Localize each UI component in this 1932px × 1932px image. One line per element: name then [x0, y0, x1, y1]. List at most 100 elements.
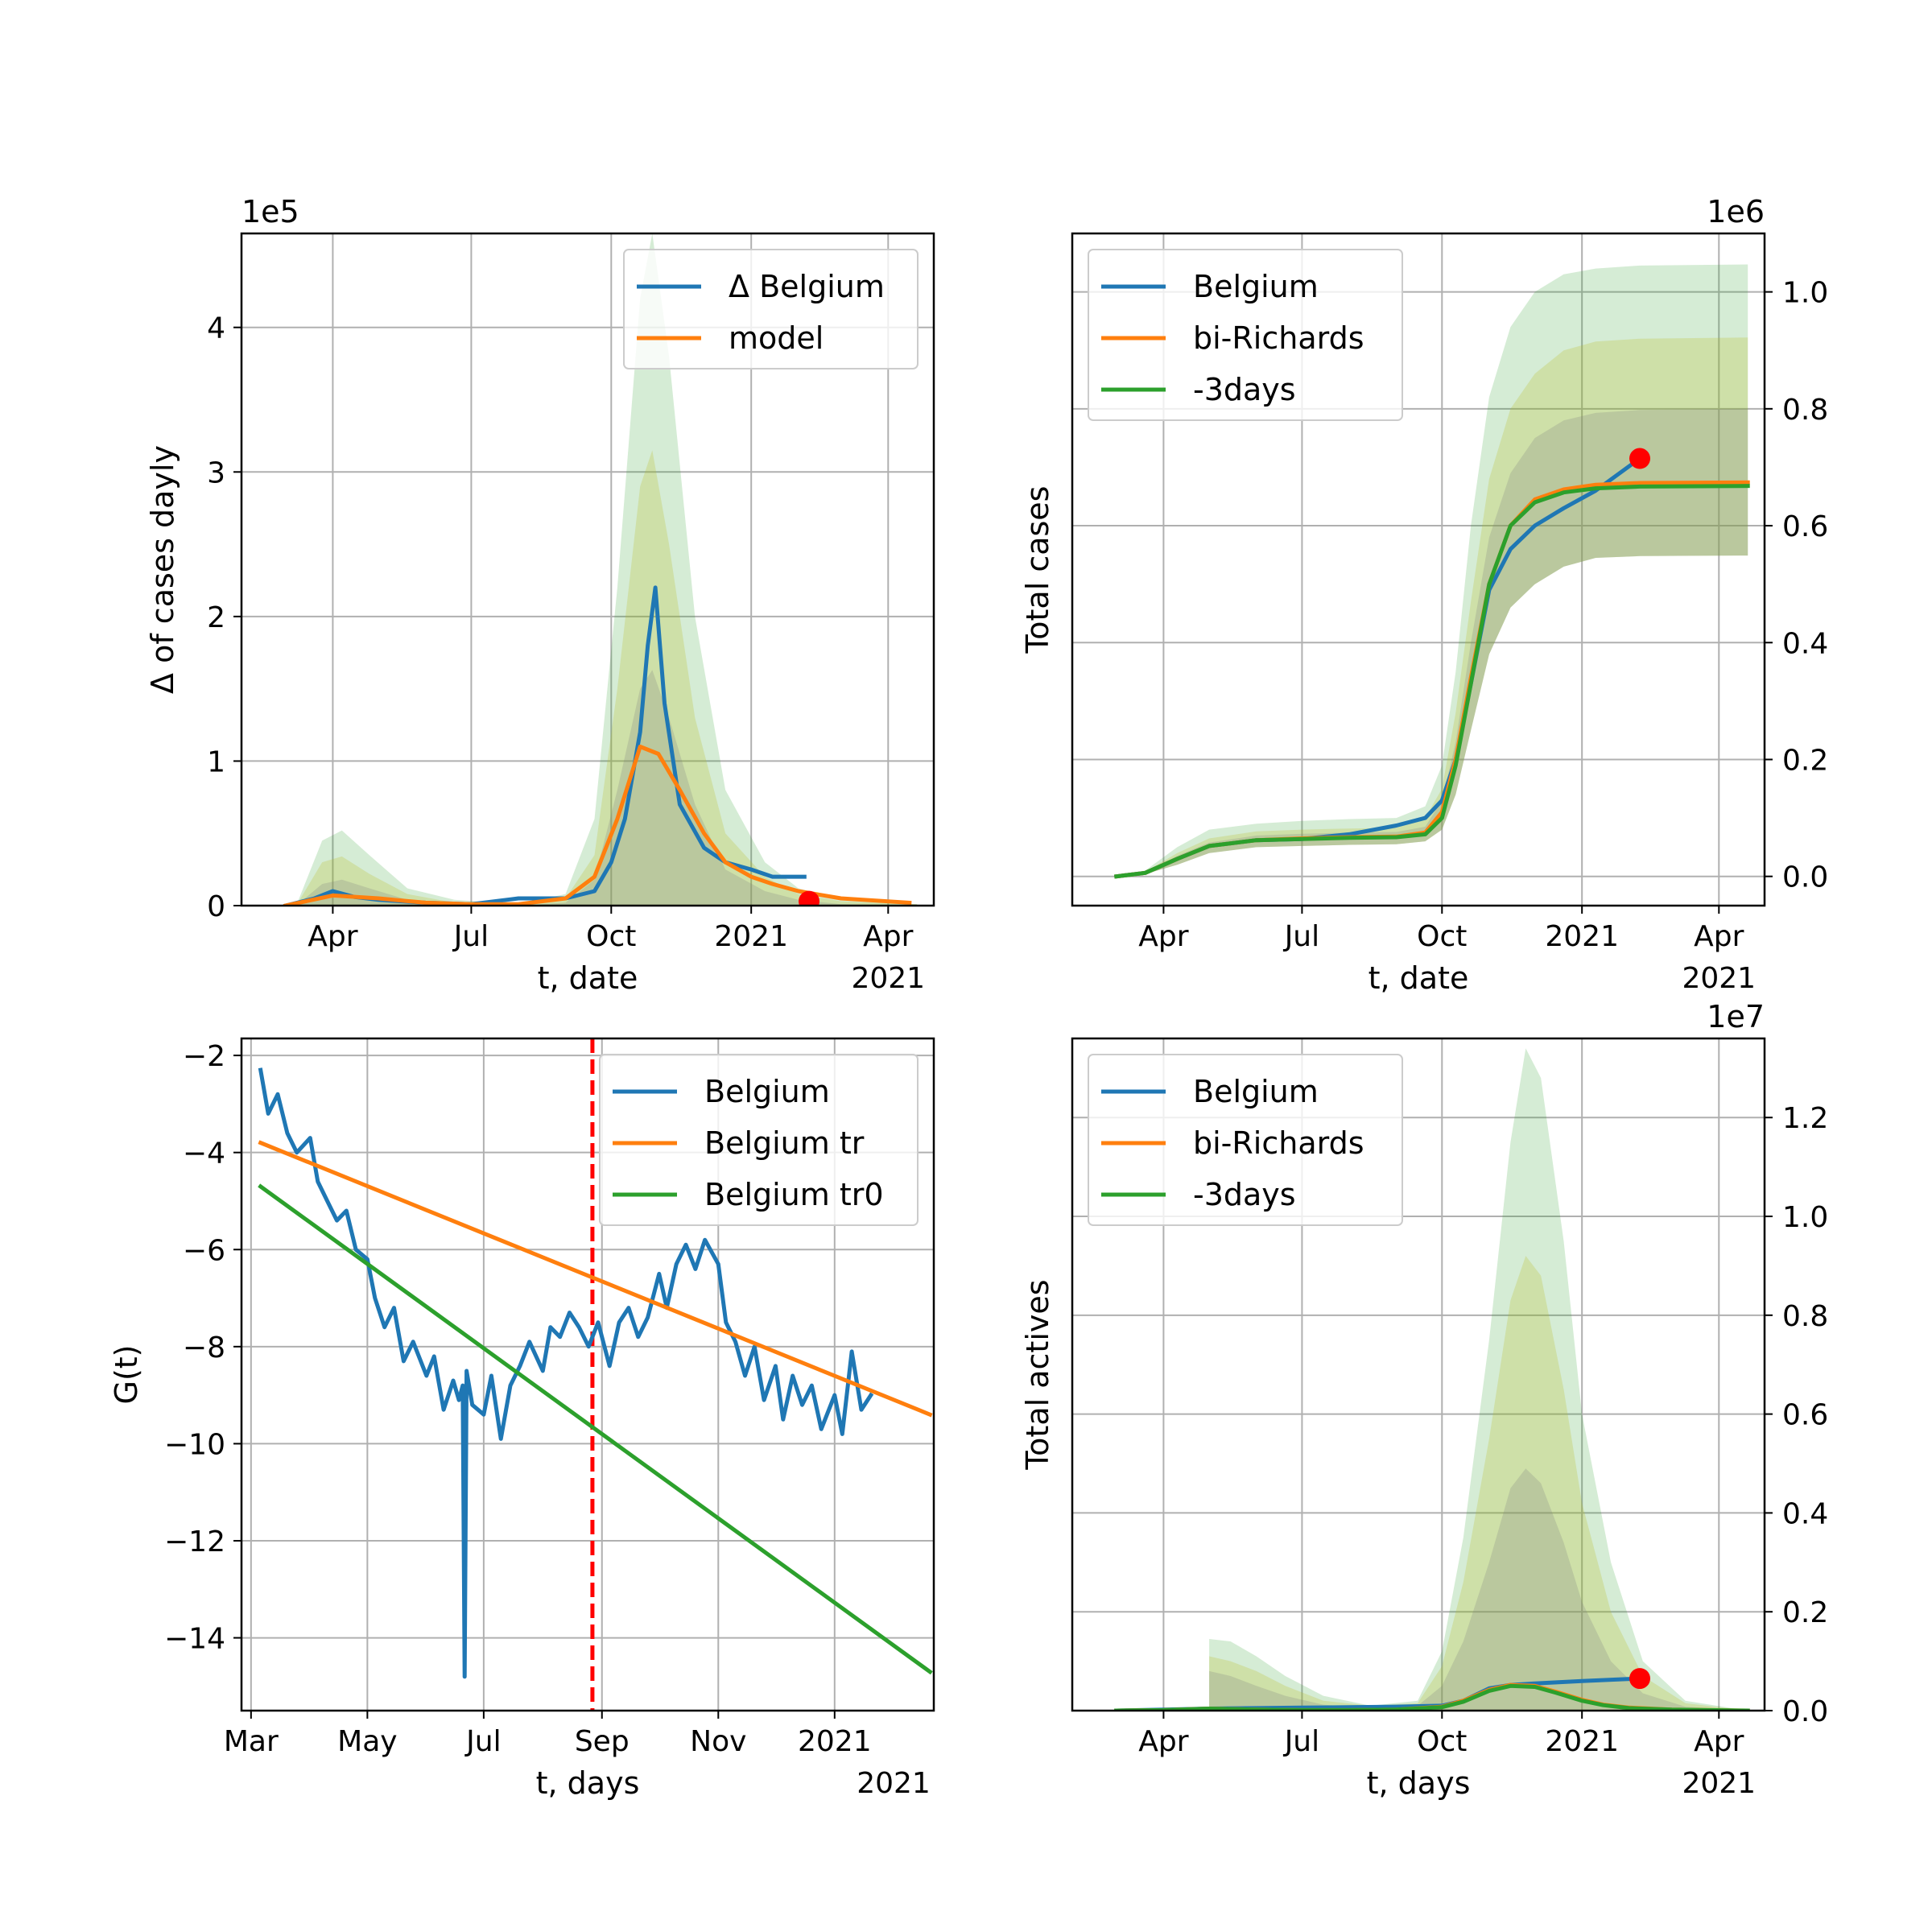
- y-tick-label: 0.0: [1782, 861, 1828, 894]
- legend-label: model: [729, 320, 824, 356]
- y-tick-label: −10: [164, 1428, 225, 1461]
- y-tick-label: 1.0: [1782, 1201, 1828, 1234]
- legend-label: -3days: [1193, 1177, 1296, 1212]
- y-tick-label: 2: [207, 601, 225, 634]
- growth-rate-chart: Mar May Jul Sep Nov 2021 2021 −2 −4 −6 −8 −10 −12 −14…: [109, 1037, 935, 1801]
- confidence-band-inner: [1209, 1468, 1748, 1711]
- legend-label: bi-Richards: [1193, 1125, 1364, 1161]
- x-tick-label: 2021: [1545, 1725, 1619, 1758]
- y-tick-label: 0.8: [1782, 1300, 1828, 1333]
- y-tick-label: 3: [207, 456, 225, 489]
- x-tick-label: Apr: [1138, 920, 1188, 953]
- legend-label: Belgium: [704, 1074, 830, 1109]
- x-tick-label-2: 2021: [857, 1767, 931, 1800]
- y-axis-label: G(t): [109, 1345, 144, 1405]
- plot-area: [242, 233, 934, 906]
- x-tick-label: Jul: [1283, 1725, 1319, 1758]
- last-point-marker: [1629, 448, 1651, 469]
- x-tick-label: Oct: [586, 920, 636, 953]
- legend-box: [1088, 249, 1403, 421]
- y-tick-label: 0.6: [1782, 510, 1828, 543]
- legend: Belgium bi-Richards -3days: [1088, 1054, 1403, 1226]
- x-tick-label-2: 2021: [1682, 1767, 1756, 1800]
- last-point-marker: [799, 890, 820, 906]
- x-tick-label: Jul: [464, 1725, 501, 1758]
- y-tick-label: 0: [207, 890, 225, 923]
- y-tick-label: −14: [164, 1623, 225, 1656]
- series-line-2: [258, 1140, 933, 1418]
- x-tick-label: Apr: [863, 920, 913, 953]
- legend: Belgium Belgium tr Belgium tr0: [599, 1054, 919, 1226]
- total-cases-chart: Apr Jul Oct 2021 Apr 2021 0.0 0.2 0.4 0.6 0.8 1.0 1e…: [1020, 194, 1828, 996]
- y-tick-label: −2: [183, 1040, 225, 1073]
- x-tick-label-2: 2021: [1682, 962, 1756, 995]
- legend-label: Belgium: [1193, 1074, 1319, 1109]
- x-tick-label: Jul: [1283, 920, 1319, 953]
- axes-frame: [240, 232, 935, 907]
- y-tick-label: 0.4: [1782, 1497, 1828, 1530]
- last-point-marker: [1629, 1668, 1651, 1690]
- y-tick-label: −4: [183, 1137, 225, 1170]
- confidence-band-inner: [296, 670, 918, 906]
- series-line-1: [258, 1067, 874, 1679]
- y-tick-label: 0.2: [1782, 1596, 1828, 1629]
- y-offset-text: 1e5: [242, 194, 299, 229]
- x-tick-label: 2021: [714, 920, 788, 953]
- y-offset-text: 1e6: [1707, 194, 1765, 229]
- x-tick-label: Apr: [1694, 1725, 1744, 1758]
- legend: Δ Belgium model: [623, 249, 919, 369]
- y-axis-label: Total actives: [1020, 1279, 1055, 1470]
- confidence-band-mid: [1209, 1256, 1748, 1711]
- y-axis-label: Total cases: [1020, 486, 1055, 654]
- y-tick-label: 0.8: [1782, 394, 1828, 427]
- confidence-band-mid: [1116, 337, 1748, 877]
- x-axis-label: t, date: [1368, 960, 1469, 996]
- y-tick-label: 0.6: [1782, 1399, 1828, 1432]
- legend-box: [1088, 1054, 1403, 1226]
- y-tick-label: −12: [164, 1525, 225, 1558]
- x-tick-label: Apr: [1138, 1725, 1188, 1758]
- total-actives-chart: Apr Jul Oct 2021 Apr 2021 0.0 0.2 0.4 0.6 0.8 1.0 1.…: [1020, 999, 1828, 1801]
- axes-frame: [1071, 232, 1766, 907]
- confidence-band-outer: [1116, 264, 1748, 877]
- confidence-band-mid: [296, 450, 918, 906]
- y-tick-label: 1.0: [1782, 277, 1828, 310]
- y-tick-label: −8: [183, 1331, 225, 1364]
- series-line-2: [283, 745, 912, 906]
- x-tick-label: Oct: [1417, 1725, 1467, 1758]
- y-tick-label: 0.2: [1782, 744, 1828, 777]
- plot-area: [1072, 1038, 1765, 1711]
- confidence-band-inner: [1116, 408, 1748, 877]
- y-tick-label: 1.2: [1782, 1102, 1828, 1135]
- legend-box: [599, 1054, 919, 1226]
- axes-frame: [1071, 1037, 1766, 1712]
- legend-label: Belgium tr: [704, 1125, 865, 1161]
- legend-label: Δ Belgium: [729, 269, 885, 304]
- x-tick-label: Jul: [452, 920, 489, 953]
- series-line-3: [1114, 484, 1750, 879]
- y-tick-label: 0.0: [1782, 1695, 1828, 1728]
- legend-label: Belgium: [1193, 269, 1319, 304]
- y-tick-label: −6: [183, 1234, 225, 1267]
- series-line-3: [258, 1183, 933, 1675]
- legend-label: -3days: [1193, 372, 1296, 407]
- y-tick-label: 1: [207, 745, 225, 778]
- y-tick-label: 0.4: [1782, 627, 1828, 660]
- x-tick-label: May: [337, 1725, 397, 1758]
- x-tick-label-2: 2021: [851, 962, 925, 995]
- y-offset-text: 1e7: [1707, 999, 1765, 1034]
- x-tick-label: Apr: [308, 920, 357, 953]
- daily-cases-chart: Apr Jul Oct 2021 Apr 2021 0 1 2 3 4 1e5 t, date Δ of …: [145, 194, 935, 996]
- legend-label: bi-Richards: [1193, 320, 1364, 356]
- y-axis-label: Δ of cases dayly: [145, 445, 180, 694]
- x-tick-label: 2021: [1545, 920, 1619, 953]
- x-tick-label: Sep: [575, 1725, 630, 1758]
- x-tick-label: Mar: [224, 1725, 279, 1758]
- x-tick-label: 2021: [798, 1725, 872, 1758]
- axes-frame: [240, 1037, 935, 1712]
- x-tick-label: Nov: [690, 1725, 746, 1758]
- legend: Belgium bi-Richards -3days: [1088, 249, 1403, 421]
- y-tick-label: 4: [207, 312, 225, 345]
